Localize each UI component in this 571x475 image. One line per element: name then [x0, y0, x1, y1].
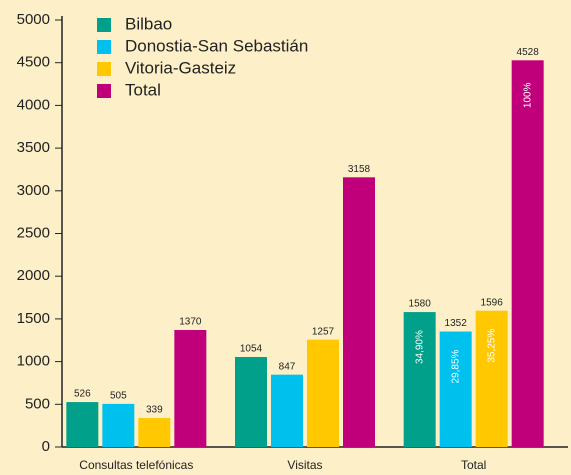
y-tick-label: 1000 [17, 353, 50, 370]
value-label: 1257 [312, 326, 335, 337]
bar [102, 403, 135, 447]
legend-label: Total [125, 80, 161, 99]
x-tick-label: Visitas [287, 458, 322, 472]
bar [66, 402, 99, 447]
legend-swatch [97, 40, 111, 54]
y-tick-label: 3500 [17, 139, 50, 156]
value-label: 1352 [445, 318, 468, 329]
y-tick-label: 2000 [17, 267, 50, 284]
legend-label: Donostia-San Sebastián [125, 36, 308, 55]
bar [174, 330, 207, 447]
y-tick-label: 2500 [17, 224, 50, 241]
bar [307, 339, 339, 447]
value-label: 1054 [240, 344, 263, 355]
share-label: 29,85% [450, 349, 461, 383]
value-label: 339 [146, 405, 163, 416]
bar [343, 177, 375, 447]
y-tick-label: 5000 [17, 11, 50, 28]
y-tick-label: 4000 [17, 96, 50, 113]
value-label: 1580 [409, 299, 432, 310]
value-label: 1596 [481, 297, 504, 308]
value-label: 526 [74, 389, 91, 400]
bar [475, 310, 508, 447]
legend-label: Bilbao [125, 14, 172, 33]
share-label: 35,25% [486, 329, 497, 363]
bar [235, 356, 267, 447]
legend-swatch [97, 84, 111, 98]
y-tick-label: 4500 [17, 54, 50, 71]
value-label: 3158 [348, 164, 371, 175]
y-tick-label: 1500 [17, 310, 50, 327]
value-label: 847 [279, 361, 296, 372]
y-tick-label: 0 [42, 438, 50, 455]
share-label: 100% [522, 82, 533, 108]
x-tick-label: Total [461, 458, 486, 472]
legend-label: Vitoria-Gasteiz [125, 58, 236, 77]
y-tick-label: 500 [25, 395, 50, 412]
bar [403, 312, 436, 447]
value-label: 4528 [517, 47, 540, 58]
bar [138, 418, 171, 447]
y-tick-label: 3000 [17, 182, 50, 199]
share-label: 34,90% [414, 330, 425, 364]
bar [511, 60, 544, 447]
legend-swatch [97, 18, 111, 32]
bar [271, 374, 303, 447]
value-label: 505 [110, 391, 127, 402]
value-label: 1370 [179, 317, 202, 328]
legend-swatch [97, 62, 111, 76]
bar [439, 331, 472, 447]
x-tick-label: Consultas telefónicas [79, 458, 193, 472]
